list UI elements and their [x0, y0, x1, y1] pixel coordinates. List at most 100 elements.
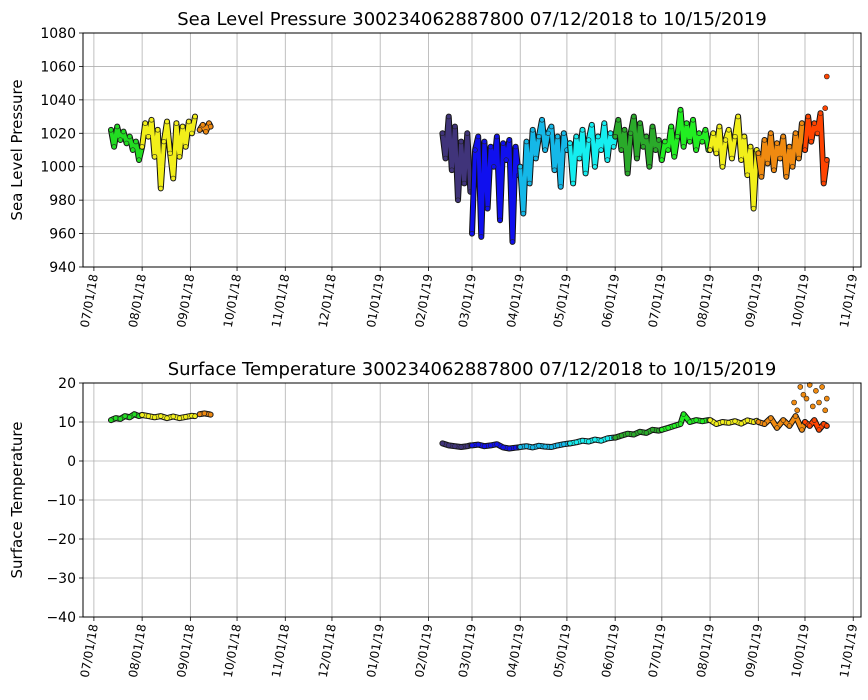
series-line: [613, 114, 664, 176]
data-point: [485, 205, 491, 212]
y-axis-label: Sea Level Pressure: [8, 79, 26, 220]
chart-title: Surface Temperature 300234062887800 07/1…: [168, 359, 777, 380]
x-axis: 07/01/18 08/01/18 09/01/18 10/01/18 11/01/18…: [78, 617, 860, 679]
data-point: [719, 419, 726, 425]
data-point: [702, 127, 709, 133]
data-point: [618, 433, 625, 439]
x-tick-label: 03/01/19: [456, 623, 479, 679]
series-line: [756, 121, 807, 179]
x-tick-label: 11/01/19: [837, 623, 860, 679]
data-point: [158, 185, 164, 191]
data-point: [713, 150, 719, 156]
data-point: [677, 421, 684, 427]
data-point: [170, 413, 176, 420]
data-point: [777, 155, 783, 161]
data-point: [108, 127, 114, 133]
data-point: [576, 155, 583, 161]
data-point: [561, 441, 567, 447]
data-point: [707, 417, 713, 423]
data-points: [108, 73, 830, 245]
data-point: [755, 419, 761, 425]
x-tick-label: 09/01/19: [742, 623, 765, 679]
data-point: [494, 441, 500, 447]
data-point: [722, 137, 729, 143]
data-point: [758, 174, 765, 180]
data-point: [582, 170, 589, 176]
data-point: [807, 423, 813, 429]
data-point: [649, 123, 656, 130]
data-point: [755, 150, 761, 156]
data-point: [117, 137, 123, 143]
data-point: [693, 147, 699, 153]
data-point: [123, 140, 130, 146]
x-tick-label: 01/01/19: [364, 273, 387, 329]
data-point: [671, 154, 677, 160]
data-point: [512, 144, 519, 150]
series-sst-outliers: [791, 382, 830, 414]
y-tick-label: −20: [46, 532, 76, 548]
data-point: [811, 417, 817, 423]
data-point: [643, 134, 649, 140]
data-point: [612, 134, 618, 140]
data-point: [821, 180, 827, 186]
data-point: [586, 438, 592, 445]
data-point: [729, 155, 735, 161]
y-axis-label: Surface Temperature: [8, 422, 26, 579]
data-point: [799, 427, 805, 433]
data-point: [792, 413, 799, 419]
series-seg6: [517, 116, 573, 217]
data-point: [183, 414, 189, 420]
data-point: [551, 167, 558, 173]
data-point: [643, 430, 649, 436]
data-point: [771, 167, 777, 173]
data-point: [536, 443, 542, 449]
series-seg6: [517, 440, 573, 451]
data-point: [509, 239, 516, 245]
data-point: [816, 399, 822, 406]
series-seg4: [439, 113, 474, 204]
data-point: [690, 117, 696, 123]
y-tick-label: 1020: [40, 126, 76, 142]
data-point: [500, 444, 506, 451]
data-point: [631, 431, 637, 438]
data-point: [624, 431, 631, 437]
data-point: [824, 157, 830, 163]
chart-title: Sea Level Pressure 300234062887800 07/12…: [177, 9, 767, 30]
data-point: [554, 442, 561, 449]
y-tick-label: 1080: [40, 26, 76, 42]
data-point: [615, 117, 621, 123]
x-tick-label: 02/01/19: [412, 273, 435, 329]
data-point: [208, 412, 214, 418]
data-point: [738, 157, 744, 163]
data-point: [761, 421, 768, 427]
y-tick-label: 960: [49, 227, 76, 243]
data-point: [713, 421, 719, 427]
data-point: [461, 180, 467, 186]
sea-level-pressure-panel: 940 960 980 1000 1020 1040 1060 1080 07/01/18 08…: [8, 9, 862, 329]
data-point: [824, 423, 830, 429]
data-point: [122, 413, 128, 419]
data-point: [637, 120, 643, 126]
series-seg12: [802, 417, 830, 433]
data-point: [803, 395, 810, 402]
data-point: [173, 120, 179, 126]
y-tick-label: 1000: [40, 160, 76, 176]
data-point: [665, 147, 671, 153]
data-point: [183, 144, 189, 150]
x-tick-label: 12/01/18: [316, 273, 339, 329]
data-point: [662, 139, 668, 145]
x-tick-label: 11/01/18: [269, 273, 292, 329]
data-point: [472, 147, 478, 153]
y-tick-label: −40: [46, 610, 76, 626]
data-point: [822, 105, 829, 111]
data-point: [458, 139, 464, 145]
data-point: [567, 440, 573, 447]
data-point: [161, 139, 167, 145]
x-tick-label: 08/01/19: [694, 623, 717, 679]
x-tick-label: 11/01/19: [837, 273, 860, 329]
x-tick-label: 12/01/18: [316, 623, 339, 679]
data-point: [152, 154, 158, 160]
data-point: [677, 107, 684, 113]
data-point: [526, 180, 533, 186]
data-point: [786, 144, 793, 150]
